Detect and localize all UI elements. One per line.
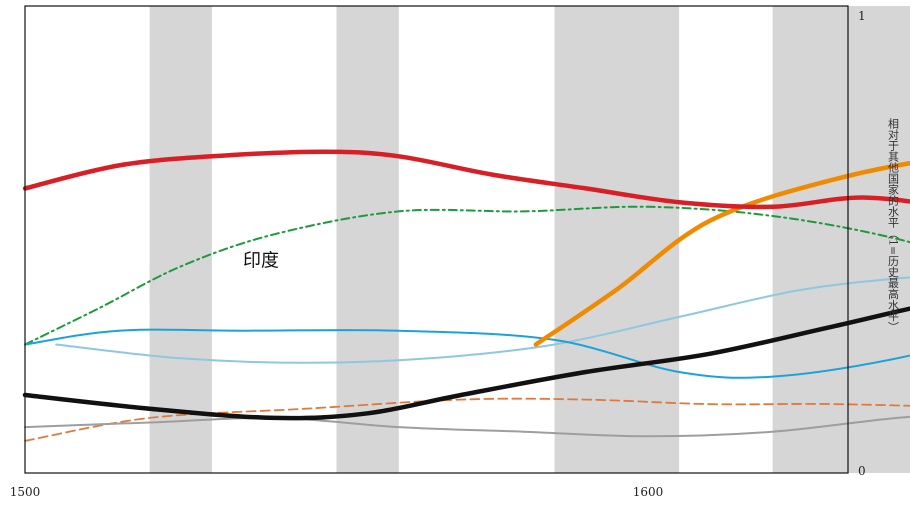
y-tick-label: 1 [858,9,866,23]
plot-frame [24,5,849,474]
series-label: 印度 [243,250,279,271]
war-period-band [336,6,399,473]
series-line [24,415,910,438]
war-period-band [554,6,680,473]
series-line [55,276,910,364]
y-axis-label: 相对于其他国家的水平（1=历史最高水平） [887,118,900,333]
series-labels: 美国中国英国荷兰法国西班牙德国俄罗斯印度日本奥斯曼 [243,250,279,271]
y-tick-labels: 01 [858,9,866,478]
war-period-bands [149,6,910,473]
x-tick-labels: 150016001700180019002000 [10,485,664,499]
series-line [22,306,910,421]
series-lines [22,149,910,442]
series-line [24,397,910,442]
x-tick-label: 1600 [633,485,664,499]
war-period-band [149,6,212,473]
series-line [22,149,910,210]
x-tick-label: 1500 [10,485,41,499]
series-line [24,328,910,379]
war-period-band [772,6,910,473]
y-tick-label: 0 [858,464,866,478]
